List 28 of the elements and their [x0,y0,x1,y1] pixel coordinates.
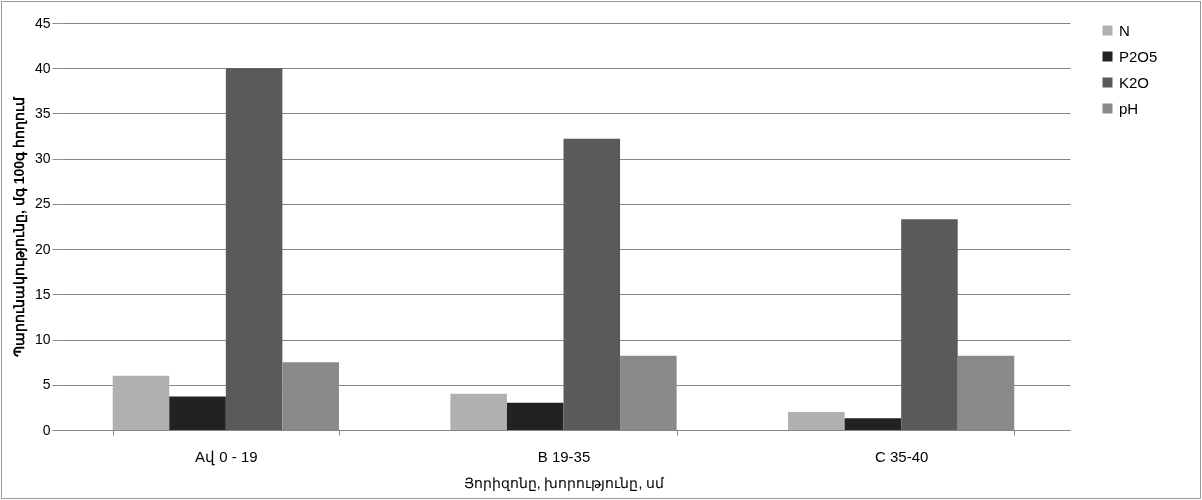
y-tick-label: 5 [42,376,51,393]
legend-label: pH [1119,99,1139,117]
x-tick-label: Aվ 0 - 19 [195,447,258,466]
y-tick-label: 0 [42,421,51,438]
y-tick-label: 10 [34,331,51,348]
bar [169,396,226,430]
y-tick-label: 15 [34,285,51,302]
x-axis-title: Յորիզոնը, խորությունը, սմ [463,474,666,491]
bar [563,138,621,430]
y-tick-label: 35 [34,104,51,121]
y-tick-label: 45 [34,14,51,31]
bar [844,418,902,430]
legend-label: K2O [1119,73,1150,91]
bar [788,411,845,430]
bar [112,375,170,430]
bar [450,393,507,430]
legend-label: N [1119,21,1130,39]
bar [225,68,283,430]
y-tick-label: 20 [34,240,51,257]
y-axis-title: Պարունակությունը, մգ 100գ հողում [10,96,28,357]
y-tick-label: 30 [34,150,51,167]
bar [506,402,564,430]
x-tick-label: C 35-40 [874,447,929,465]
y-tick-label: 40 [34,59,51,76]
legend-label: P2O5 [1119,47,1158,65]
y-tick-label: 25 [34,195,51,212]
x-tick-label: B 19-35 [537,447,591,465]
bar [901,219,958,430]
